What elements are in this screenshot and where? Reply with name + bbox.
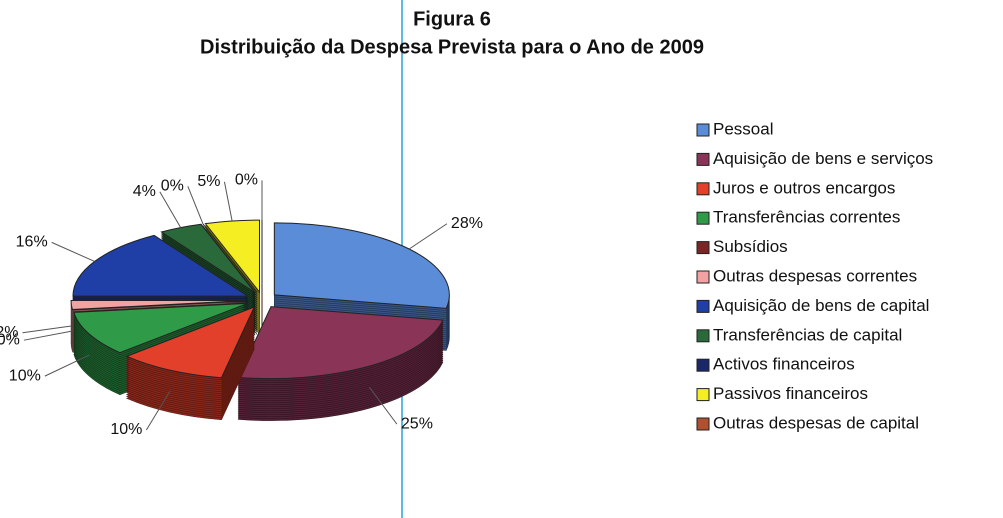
- leader-line: [368, 386, 398, 425]
- legend-label: Pessoal: [713, 119, 773, 138]
- slice-top: [70, 300, 247, 311]
- legend-label: Outras despesas de capital: [713, 413, 919, 432]
- leader-line: [223, 181, 233, 222]
- data-label: 5%: [197, 173, 220, 190]
- legend-swatch: [696, 329, 710, 343]
- data-label: 0%: [0, 331, 20, 348]
- leader-line: [23, 330, 73, 341]
- legend-label: Juros e outros encargos: [713, 178, 895, 197]
- slice-top: [273, 222, 450, 309]
- legend-swatch: [696, 182, 710, 196]
- legend-swatch: [696, 417, 710, 431]
- leader-line: [22, 325, 72, 334]
- data-label: 25%: [401, 415, 433, 432]
- data-label: 28%: [451, 215, 483, 232]
- slice-top: [73, 302, 248, 354]
- legend-label: Activos financeiros: [713, 355, 855, 374]
- data-label: 2%: [0, 324, 18, 341]
- legend-label: Outras despesas correntes: [713, 266, 917, 285]
- slice: [125, 306, 256, 421]
- leader-line: [44, 354, 90, 377]
- legend-swatch: [696, 358, 710, 372]
- leader-line: [187, 186, 204, 225]
- legend-label: Passivos financeiros: [713, 384, 868, 403]
- legend-label: Transferências correntes: [713, 208, 900, 227]
- legend-swatch: [696, 123, 710, 137]
- legend-label: Aquisição de bens de capital: [713, 296, 929, 315]
- legend-label: Transferências de capital: [713, 325, 902, 344]
- slice-top: [237, 306, 444, 380]
- leader-line: [51, 241, 95, 262]
- legend-swatch: [696, 388, 710, 402]
- legend-swatch: [696, 299, 710, 313]
- slice-top: [160, 223, 256, 294]
- data-label: 0%: [235, 172, 258, 189]
- slice-top: [125, 306, 256, 379]
- data-label: 16%: [16, 234, 48, 251]
- data-label: 0%: [161, 177, 184, 194]
- leader-line: [145, 390, 171, 431]
- slice-top: [204, 219, 260, 294]
- legend-label: Subsídios: [713, 237, 788, 256]
- slice: [237, 306, 444, 421]
- leader-line: [408, 223, 448, 250]
- legend-swatch: [696, 270, 710, 284]
- legend-swatch: [696, 241, 710, 255]
- legend-label: Aquisição de bens e serviços: [713, 149, 933, 168]
- legend-swatch: [696, 152, 710, 166]
- leader-line: [159, 191, 182, 228]
- data-label: 10%: [110, 421, 142, 438]
- data-label: 10%: [9, 367, 41, 384]
- legend-swatch: [696, 211, 710, 225]
- chart-subtitle: Distribuição da Despesa Prevista para o …: [200, 36, 704, 58]
- chart-title: Figura 6: [413, 8, 491, 30]
- data-label: 4%: [133, 183, 156, 200]
